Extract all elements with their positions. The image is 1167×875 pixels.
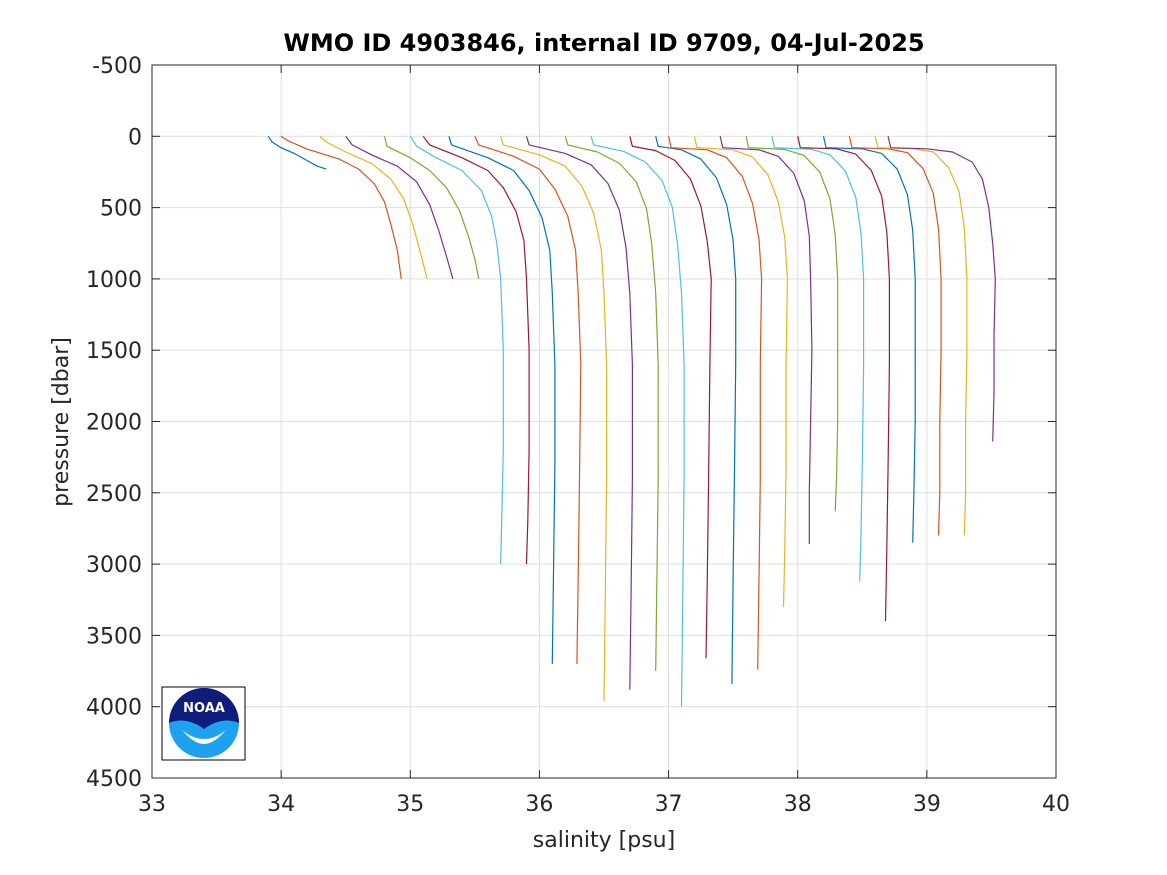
x-tick-label: 36 [525,792,553,817]
x-tick-label: 37 [655,792,683,817]
profile-line [280,135,402,279]
profile-line [629,136,712,659]
profile-line [409,135,504,565]
ticks: 33 34 35 36 37 38 39 40 -500 0 500 1000 1500 2000 2500… [86,54,1070,817]
x-tick-label: 35 [396,792,424,817]
profile-line [345,135,454,280]
y-tick-label: 1000 [86,268,142,293]
profile-line [771,136,865,582]
profile-line [719,136,813,545]
x-tick-label: 39 [913,792,941,817]
y-tick-label: 500 [100,197,142,222]
profile-line [745,136,839,512]
profile-line [474,136,582,664]
x-tick-label: 33 [138,792,166,817]
x-tick-label: 40 [1042,792,1070,817]
y-tick-label: 4000 [86,696,142,721]
profile-line [525,136,633,690]
y-tick-label: 3500 [86,624,142,649]
noaa-logo: NOAA [161,686,246,761]
profile-line [383,136,480,280]
profile-line [422,135,530,565]
x-tick-label: 38 [784,792,812,817]
profile-line [448,136,556,664]
profile-line [590,136,685,707]
profile-line [693,136,788,607]
profile-line [797,136,890,622]
y-tick-label: 0 [128,125,142,150]
y-tick-label: 2000 [86,411,142,436]
y-tick-label: 2500 [86,482,142,507]
y-tick-label: -500 [92,54,142,79]
profile-line [267,135,327,170]
profile-line [655,136,737,684]
y-tick-label: 4500 [86,767,142,792]
y-tick-label: 1500 [86,339,142,364]
profile-line [564,136,659,672]
y-tick-label: 3000 [86,553,142,578]
y-axis-label: pressure [dbar] [49,337,74,507]
profile-line [822,136,916,543]
x-axis-label: salinity [psu] [533,828,675,853]
x-tick-label: 34 [267,792,295,817]
chart-title: WMO ID 4903846, internal ID 9709, 04-Jul… [283,29,924,57]
profile-line [668,136,763,670]
svg-text:NOAA: NOAA [183,701,225,716]
profile-line [848,136,942,536]
series-layer [267,135,996,707]
profile-line [500,136,608,702]
profile-line [887,136,996,442]
profile-line [319,135,428,280]
